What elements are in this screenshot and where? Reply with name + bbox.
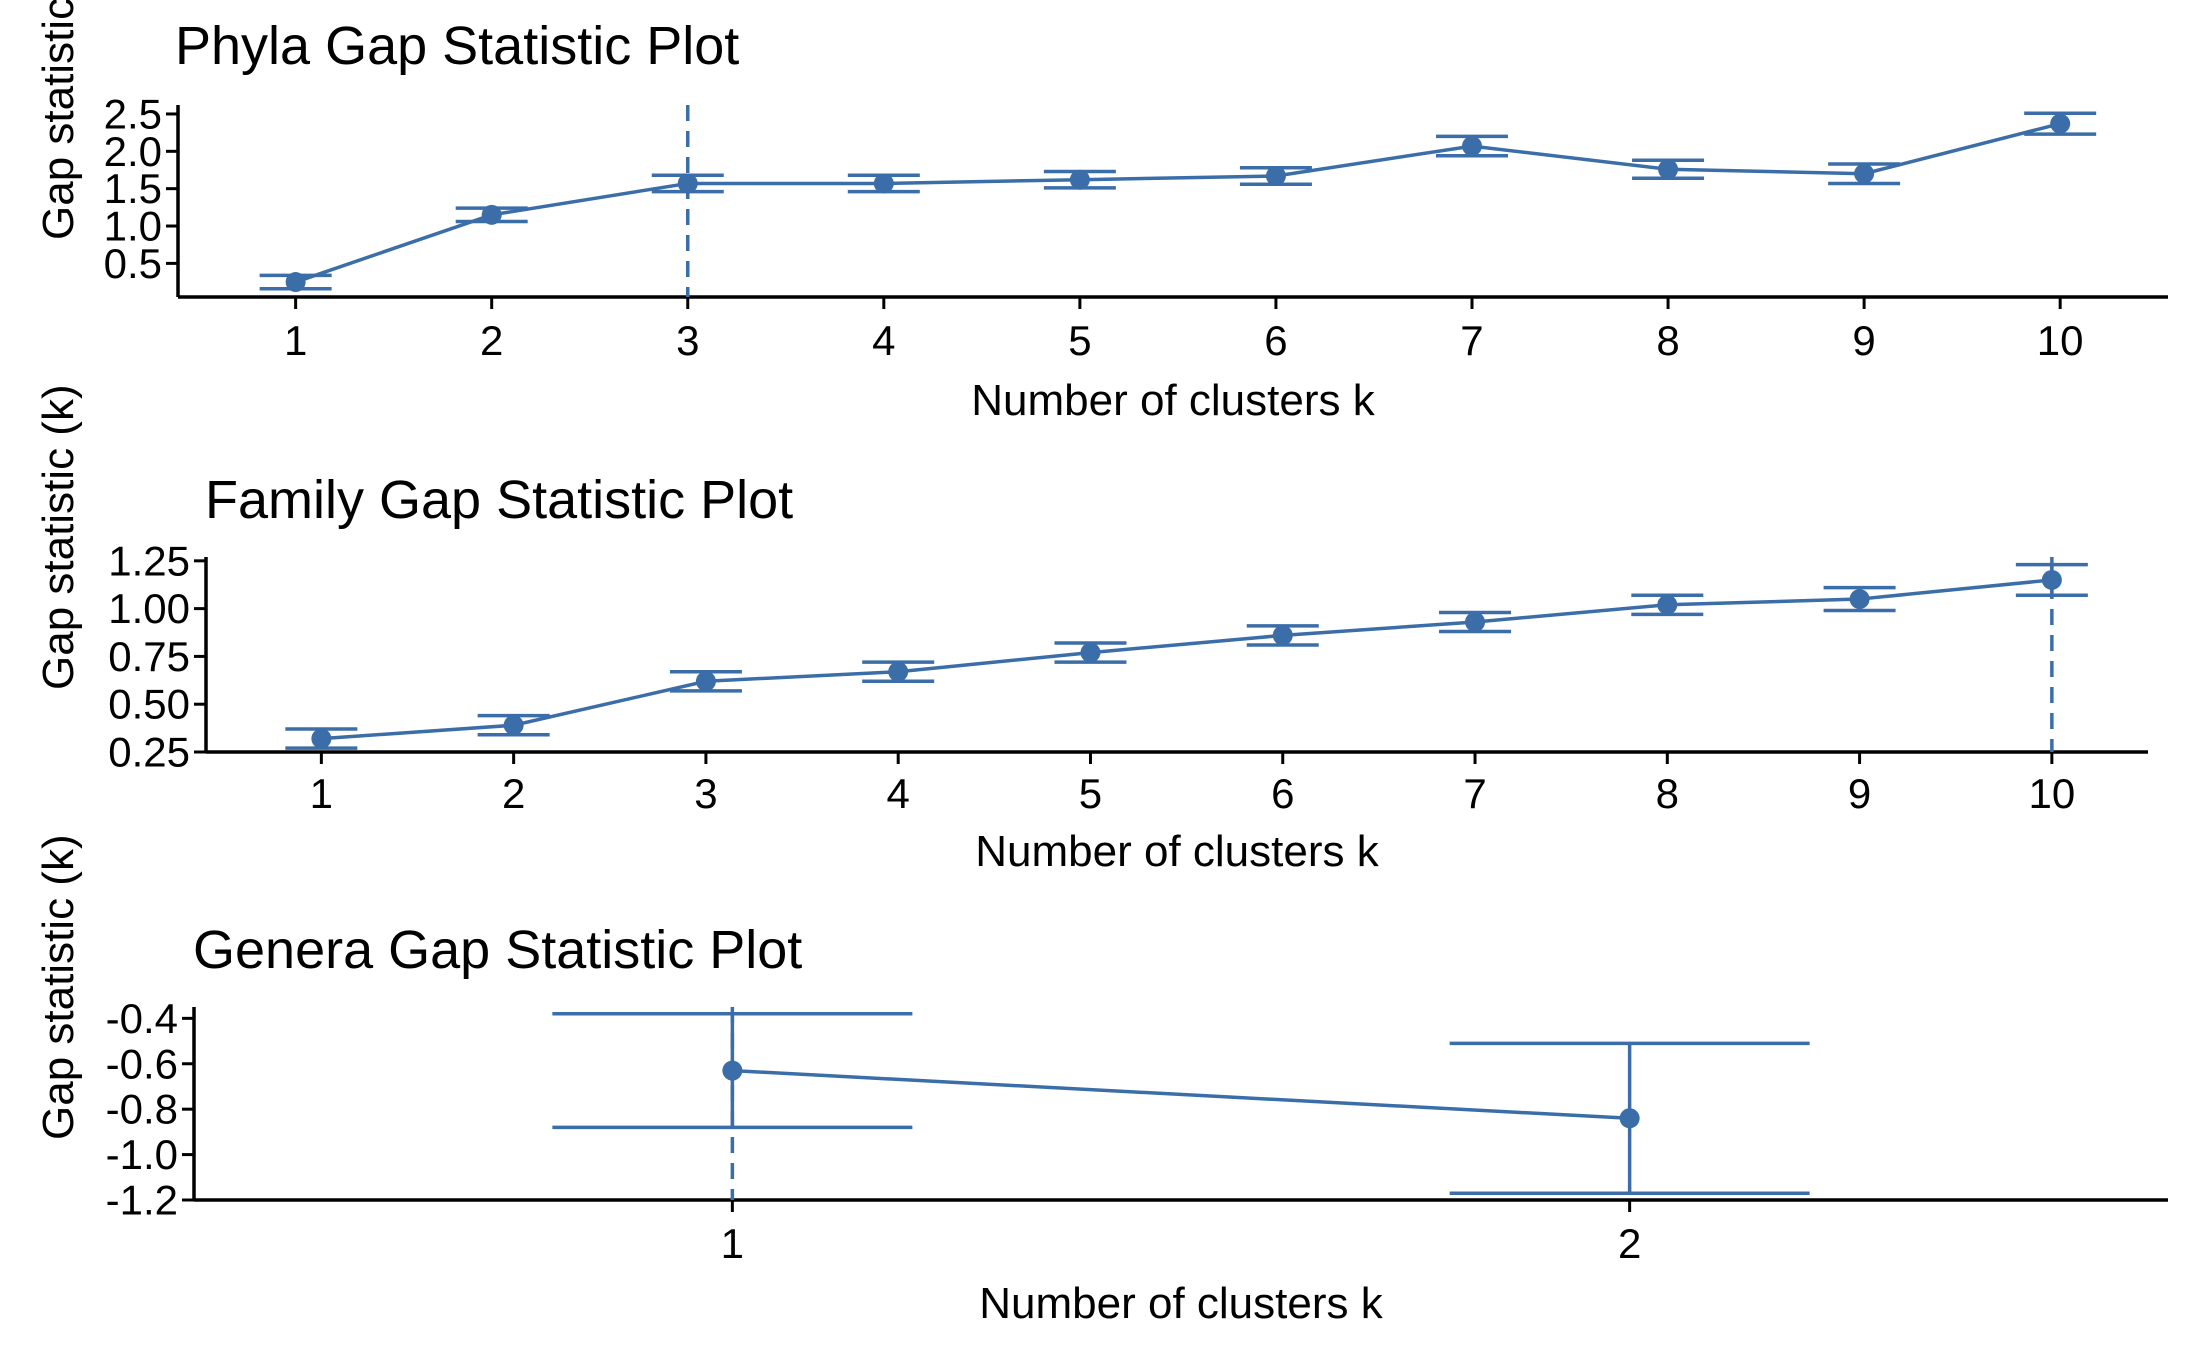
- data-point: [481, 204, 502, 225]
- chart-panel-1: Phyla Gap Statistic Plot Gap statistic (k…: [34, 0, 2168, 425]
- x-tick-label: 3: [694, 770, 717, 817]
- y-tick-label: 0.5: [104, 240, 162, 287]
- data-point: [1461, 136, 1482, 157]
- data-point: [677, 173, 698, 194]
- y-tick-label: -0.8: [106, 1086, 178, 1133]
- y-axis-label: Gap statistic (k): [34, 384, 83, 690]
- x-tick-label: 1: [310, 770, 333, 817]
- x-tick-label: 6: [1271, 770, 1294, 817]
- y-axis-label: Gap statistic (k): [34, 0, 83, 240]
- x-tick-label: 6: [1264, 317, 1287, 364]
- chart-panel-3: Genera Gap Statistic Plot Gap statistic (…: [34, 834, 2168, 1328]
- data-point: [1272, 625, 1293, 646]
- chart-panel-2: Family Gap Statistic Plot Gap statistic (…: [34, 384, 2148, 876]
- data-point: [695, 671, 716, 692]
- x-tick-label: 10: [2037, 317, 2084, 364]
- data-point: [2041, 569, 2062, 590]
- x-tick-label: 5: [1068, 317, 1091, 364]
- chart-title: Family Gap Statistic Plot: [205, 470, 793, 530]
- x-tick-label: 8: [1656, 770, 1679, 817]
- data-point: [285, 272, 306, 293]
- data-point: [873, 173, 894, 194]
- y-tick-label: 2.0: [104, 128, 162, 175]
- y-tick-label: 1.00: [108, 585, 190, 632]
- y-tick-label: -1.0: [106, 1131, 178, 1178]
- series-line: [321, 578, 2053, 741]
- data-point: [1657, 594, 1678, 615]
- data-point: [503, 715, 524, 736]
- y-tick-label: 0.25: [108, 729, 190, 776]
- y-tick-label: 1.25: [108, 537, 190, 584]
- series-line: [295, 121, 2061, 284]
- x-tick-label: 1: [284, 317, 307, 364]
- data-point: [2050, 113, 2071, 134]
- y-tick-label: -0.4: [106, 995, 178, 1042]
- x-tick-label: 10: [2029, 770, 2076, 817]
- x-tick-label: 7: [1463, 770, 1486, 817]
- data-point: [1069, 169, 1090, 190]
- x-tick-label: 4: [872, 317, 895, 364]
- x-tick-label: 7: [1460, 317, 1483, 364]
- y-tick-label: 1.0: [104, 203, 162, 250]
- x-axis-label: Number of clusters k: [975, 827, 1379, 876]
- x-tick-label: 2: [1618, 1220, 1641, 1267]
- x-tick-label: 1: [721, 1220, 744, 1267]
- y-tick-label: 0.50: [108, 681, 190, 728]
- x-tick-label: 2: [502, 770, 525, 817]
- data-point: [888, 661, 909, 682]
- y-tick-label: -1.2: [106, 1177, 178, 1224]
- chart-title: Genera Gap Statistic Plot: [193, 920, 802, 980]
- y-tick-label: -0.6: [106, 1040, 178, 1087]
- x-tick-label: 4: [887, 770, 910, 817]
- y-tick-label: 2.5: [104, 90, 162, 137]
- data-point: [1265, 165, 1286, 186]
- data-point: [311, 728, 332, 749]
- chart-title: Phyla Gap Statistic Plot: [175, 16, 739, 76]
- data-point: [1080, 642, 1101, 663]
- x-tick-label: 3: [676, 317, 699, 364]
- x-tick-label: 9: [1852, 317, 1875, 364]
- series-line: [732, 1068, 1630, 1121]
- x-tick-label: 9: [1848, 770, 1871, 817]
- x-tick-label: 5: [1079, 770, 1102, 817]
- data-point: [722, 1060, 743, 1081]
- data-point: [1619, 1108, 1640, 1129]
- y-axis-label: Gap statistic (k): [34, 834, 83, 1140]
- y-tick-label: 0.75: [108, 633, 190, 680]
- data-point: [1854, 163, 1875, 184]
- y-tick-label: 1.5: [104, 165, 162, 212]
- data-point: [1658, 159, 1679, 180]
- x-axis-label: Number of clusters k: [971, 376, 1375, 425]
- data-point: [1465, 612, 1486, 632]
- x-tick-label: 8: [1656, 317, 1679, 364]
- data-point: [1849, 589, 1870, 610]
- x-axis-label: Number of clusters k: [979, 1279, 1383, 1328]
- x-tick-label: 2: [480, 317, 503, 364]
